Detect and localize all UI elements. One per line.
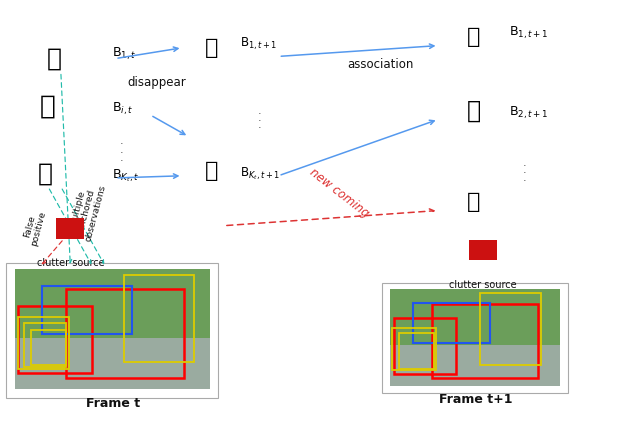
FancyBboxPatch shape	[17, 271, 215, 397]
Bar	[394, 318, 456, 374]
FancyBboxPatch shape	[392, 291, 565, 393]
Text: 🚲: 🚲	[205, 161, 218, 181]
Text: Frame t+1: Frame t+1	[440, 393, 513, 406]
FancyBboxPatch shape	[382, 283, 568, 393]
Text: False
positive: False positive	[20, 208, 47, 247]
Bar	[18, 306, 92, 373]
Text: $\mathrm{B}_{K_t,t+1}$: $\mathrm{B}_{K_t,t+1}$	[240, 165, 280, 182]
Text: .: .	[120, 153, 124, 164]
Text: new coming: new coming	[307, 166, 371, 220]
Bar	[56, 218, 84, 239]
Bar	[15, 269, 210, 338]
Text: $\mathrm{B}_{1,t+1}$: $\mathrm{B}_{1,t+1}$	[509, 24, 548, 41]
Text: 🐴: 🐴	[467, 99, 481, 123]
Text: $\mathrm{B}_{K_t,t}$: $\mathrm{B}_{K_t,t}$	[112, 168, 140, 184]
Text: .: .	[523, 172, 527, 183]
Text: .: .	[120, 145, 124, 155]
Bar	[469, 240, 497, 260]
Bar	[392, 328, 436, 370]
Text: 🐕: 🐕	[205, 38, 218, 58]
Text: .: .	[120, 136, 124, 146]
Bar	[66, 289, 184, 378]
Bar	[42, 286, 132, 334]
Bar	[399, 333, 434, 369]
Bar	[124, 275, 194, 362]
Bar	[432, 304, 538, 378]
Text: $\mathrm{B}_{i,t}$: $\mathrm{B}_{i,t}$	[112, 100, 133, 117]
Bar	[31, 330, 66, 365]
Bar	[15, 339, 210, 389]
Text: $\mathrm{B}_{2,t+1}$: $\mathrm{B}_{2,t+1}$	[509, 105, 548, 121]
Text: 🚲: 🚲	[37, 161, 52, 186]
Text: Frame t: Frame t	[86, 397, 140, 410]
Text: Multiple
anchored
observations: Multiple anchored observations	[65, 178, 108, 242]
Text: .: .	[257, 105, 261, 116]
Text: .: .	[257, 120, 261, 131]
Text: disappear: disappear	[127, 76, 186, 89]
Bar	[24, 323, 66, 367]
FancyBboxPatch shape	[6, 263, 218, 398]
Text: association: association	[348, 58, 414, 71]
Text: $\mathrm{B}_{1,t}$: $\mathrm{B}_{1,t}$	[112, 46, 136, 62]
Bar	[480, 293, 541, 365]
Text: 🚕: 🚕	[40, 93, 56, 119]
Text: .: .	[523, 158, 527, 168]
Bar	[413, 303, 490, 343]
Text: 🐕: 🐕	[467, 192, 480, 212]
Text: 🐕: 🐕	[47, 46, 62, 71]
Text: .: .	[257, 113, 261, 123]
Text: $\mathrm{B}_{1,t+1}$: $\mathrm{B}_{1,t+1}$	[240, 35, 277, 52]
Text: clutter source: clutter source	[36, 258, 104, 268]
Bar	[390, 289, 560, 345]
Text: .: .	[523, 165, 527, 175]
Bar	[390, 345, 560, 385]
Bar	[18, 317, 69, 369]
Text: 🚲: 🚲	[467, 27, 480, 47]
Text: clutter source: clutter source	[449, 280, 517, 290]
